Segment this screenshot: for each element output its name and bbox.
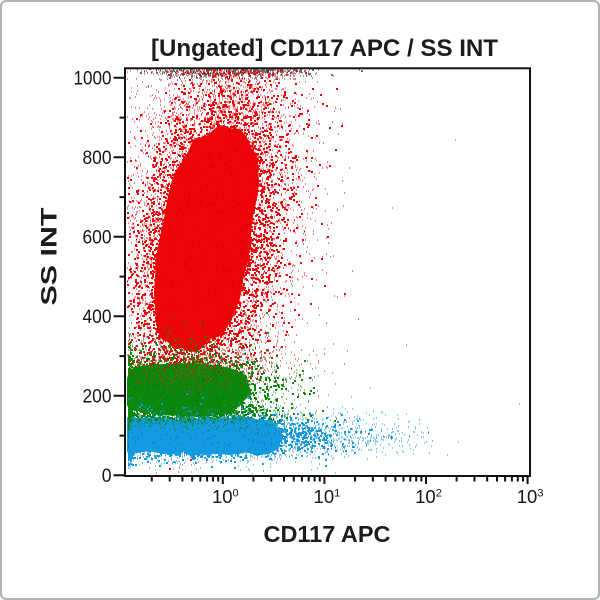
svg-text:[Ungated] CD117 APC / SS INT: [Ungated] CD117 APC / SS INT bbox=[151, 35, 498, 62]
svg-text:400: 400 bbox=[83, 307, 112, 328]
svg-text:200: 200 bbox=[83, 386, 112, 407]
svg-text:800: 800 bbox=[83, 148, 112, 169]
svg-text:CD117 APC: CD117 APC bbox=[264, 521, 391, 547]
svg-text:1000: 1000 bbox=[74, 68, 112, 89]
svg-text:103: 103 bbox=[517, 486, 544, 507]
svg-text:600: 600 bbox=[83, 227, 112, 248]
svg-text:100: 100 bbox=[212, 486, 239, 507]
svg-text:102: 102 bbox=[415, 486, 442, 507]
svg-text:0: 0 bbox=[102, 466, 112, 487]
svg-text:SS INT: SS INT bbox=[37, 207, 62, 306]
svg-text:101: 101 bbox=[314, 486, 341, 507]
